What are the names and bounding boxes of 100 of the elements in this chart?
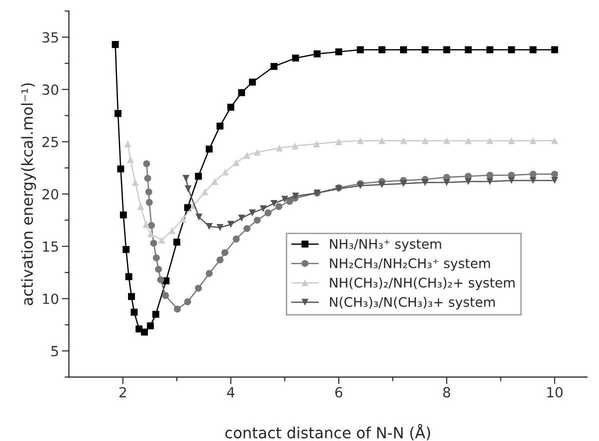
legend-label: NH₃/NH₃⁺ system xyxy=(330,239,442,252)
point xyxy=(142,220,150,228)
point xyxy=(356,46,364,54)
point xyxy=(276,144,283,152)
point xyxy=(464,137,472,144)
point xyxy=(146,322,154,330)
point xyxy=(120,211,127,218)
point xyxy=(158,236,166,244)
x-tick-label: 4 xyxy=(227,387,234,398)
point xyxy=(422,137,429,144)
point xyxy=(232,159,240,166)
point xyxy=(422,179,429,186)
point xyxy=(206,146,213,153)
point xyxy=(148,222,155,229)
point xyxy=(179,216,186,223)
point xyxy=(194,284,202,292)
point xyxy=(216,224,224,231)
legend-label: NH(CH₃)₂/NH(CH₃)₂+ system xyxy=(330,277,515,290)
y-tick-label: 20 xyxy=(42,189,58,200)
point xyxy=(314,50,321,58)
point xyxy=(122,246,130,253)
point xyxy=(275,203,282,210)
point xyxy=(150,240,158,247)
point xyxy=(422,46,429,54)
x-tick-label: 6 xyxy=(335,387,342,398)
point xyxy=(222,168,229,176)
point xyxy=(254,148,261,156)
point xyxy=(216,122,224,130)
point xyxy=(152,254,160,262)
point xyxy=(206,222,213,230)
point xyxy=(201,188,208,196)
point xyxy=(216,256,224,264)
point xyxy=(551,46,558,54)
y-tick-label: 5 xyxy=(51,346,58,356)
point xyxy=(254,216,261,224)
legend-label: N(CH₃)₃/N(CH₃)₃+ system xyxy=(330,296,495,310)
point xyxy=(248,209,256,216)
point xyxy=(260,205,267,212)
y-tick-label: 25 xyxy=(42,136,58,148)
x-tick-label: 8 xyxy=(443,387,450,398)
point xyxy=(356,137,364,144)
point xyxy=(117,165,124,172)
point xyxy=(464,178,472,185)
point xyxy=(400,46,407,54)
point xyxy=(244,152,250,159)
point xyxy=(168,227,176,234)
point xyxy=(530,46,537,54)
point xyxy=(140,328,148,336)
point xyxy=(125,273,132,280)
point xyxy=(114,110,122,117)
point xyxy=(184,185,192,192)
point xyxy=(143,160,150,168)
point xyxy=(378,46,386,54)
point xyxy=(130,308,138,316)
point xyxy=(486,178,494,185)
point xyxy=(270,200,278,207)
point xyxy=(184,298,192,306)
point xyxy=(146,198,153,206)
point xyxy=(400,137,407,144)
point xyxy=(124,140,132,148)
point xyxy=(206,270,213,277)
point xyxy=(155,266,162,273)
point xyxy=(238,214,246,222)
point xyxy=(508,137,515,144)
point xyxy=(530,176,537,184)
point xyxy=(443,137,450,144)
point xyxy=(152,310,160,318)
point xyxy=(313,140,320,148)
point xyxy=(530,137,537,144)
legend-label: NH₂CH₃/NH₂CH₃⁺ system xyxy=(330,258,490,271)
point xyxy=(194,172,202,180)
point xyxy=(182,174,190,182)
point xyxy=(292,54,300,62)
point xyxy=(126,156,134,163)
point xyxy=(162,292,169,299)
point xyxy=(128,293,135,300)
point xyxy=(264,209,272,216)
point xyxy=(174,306,181,313)
y-tick-label: 30 xyxy=(42,84,58,95)
point xyxy=(244,225,250,232)
point xyxy=(508,176,515,184)
point xyxy=(486,172,494,179)
x-axis-title: contact distance of N-N (Å) xyxy=(225,424,430,440)
point xyxy=(227,220,234,228)
point xyxy=(335,48,342,56)
point xyxy=(211,178,218,185)
point xyxy=(464,46,472,54)
point xyxy=(232,236,240,242)
point xyxy=(378,181,386,188)
y-tick-label: 35 xyxy=(42,32,58,43)
point xyxy=(551,137,558,144)
y-tick-label: 15 xyxy=(43,241,58,252)
point xyxy=(378,137,386,144)
point xyxy=(195,214,202,221)
point xyxy=(443,179,450,186)
point xyxy=(227,104,234,111)
point xyxy=(551,170,558,178)
point xyxy=(147,230,154,238)
point xyxy=(144,174,152,182)
point xyxy=(508,46,515,54)
